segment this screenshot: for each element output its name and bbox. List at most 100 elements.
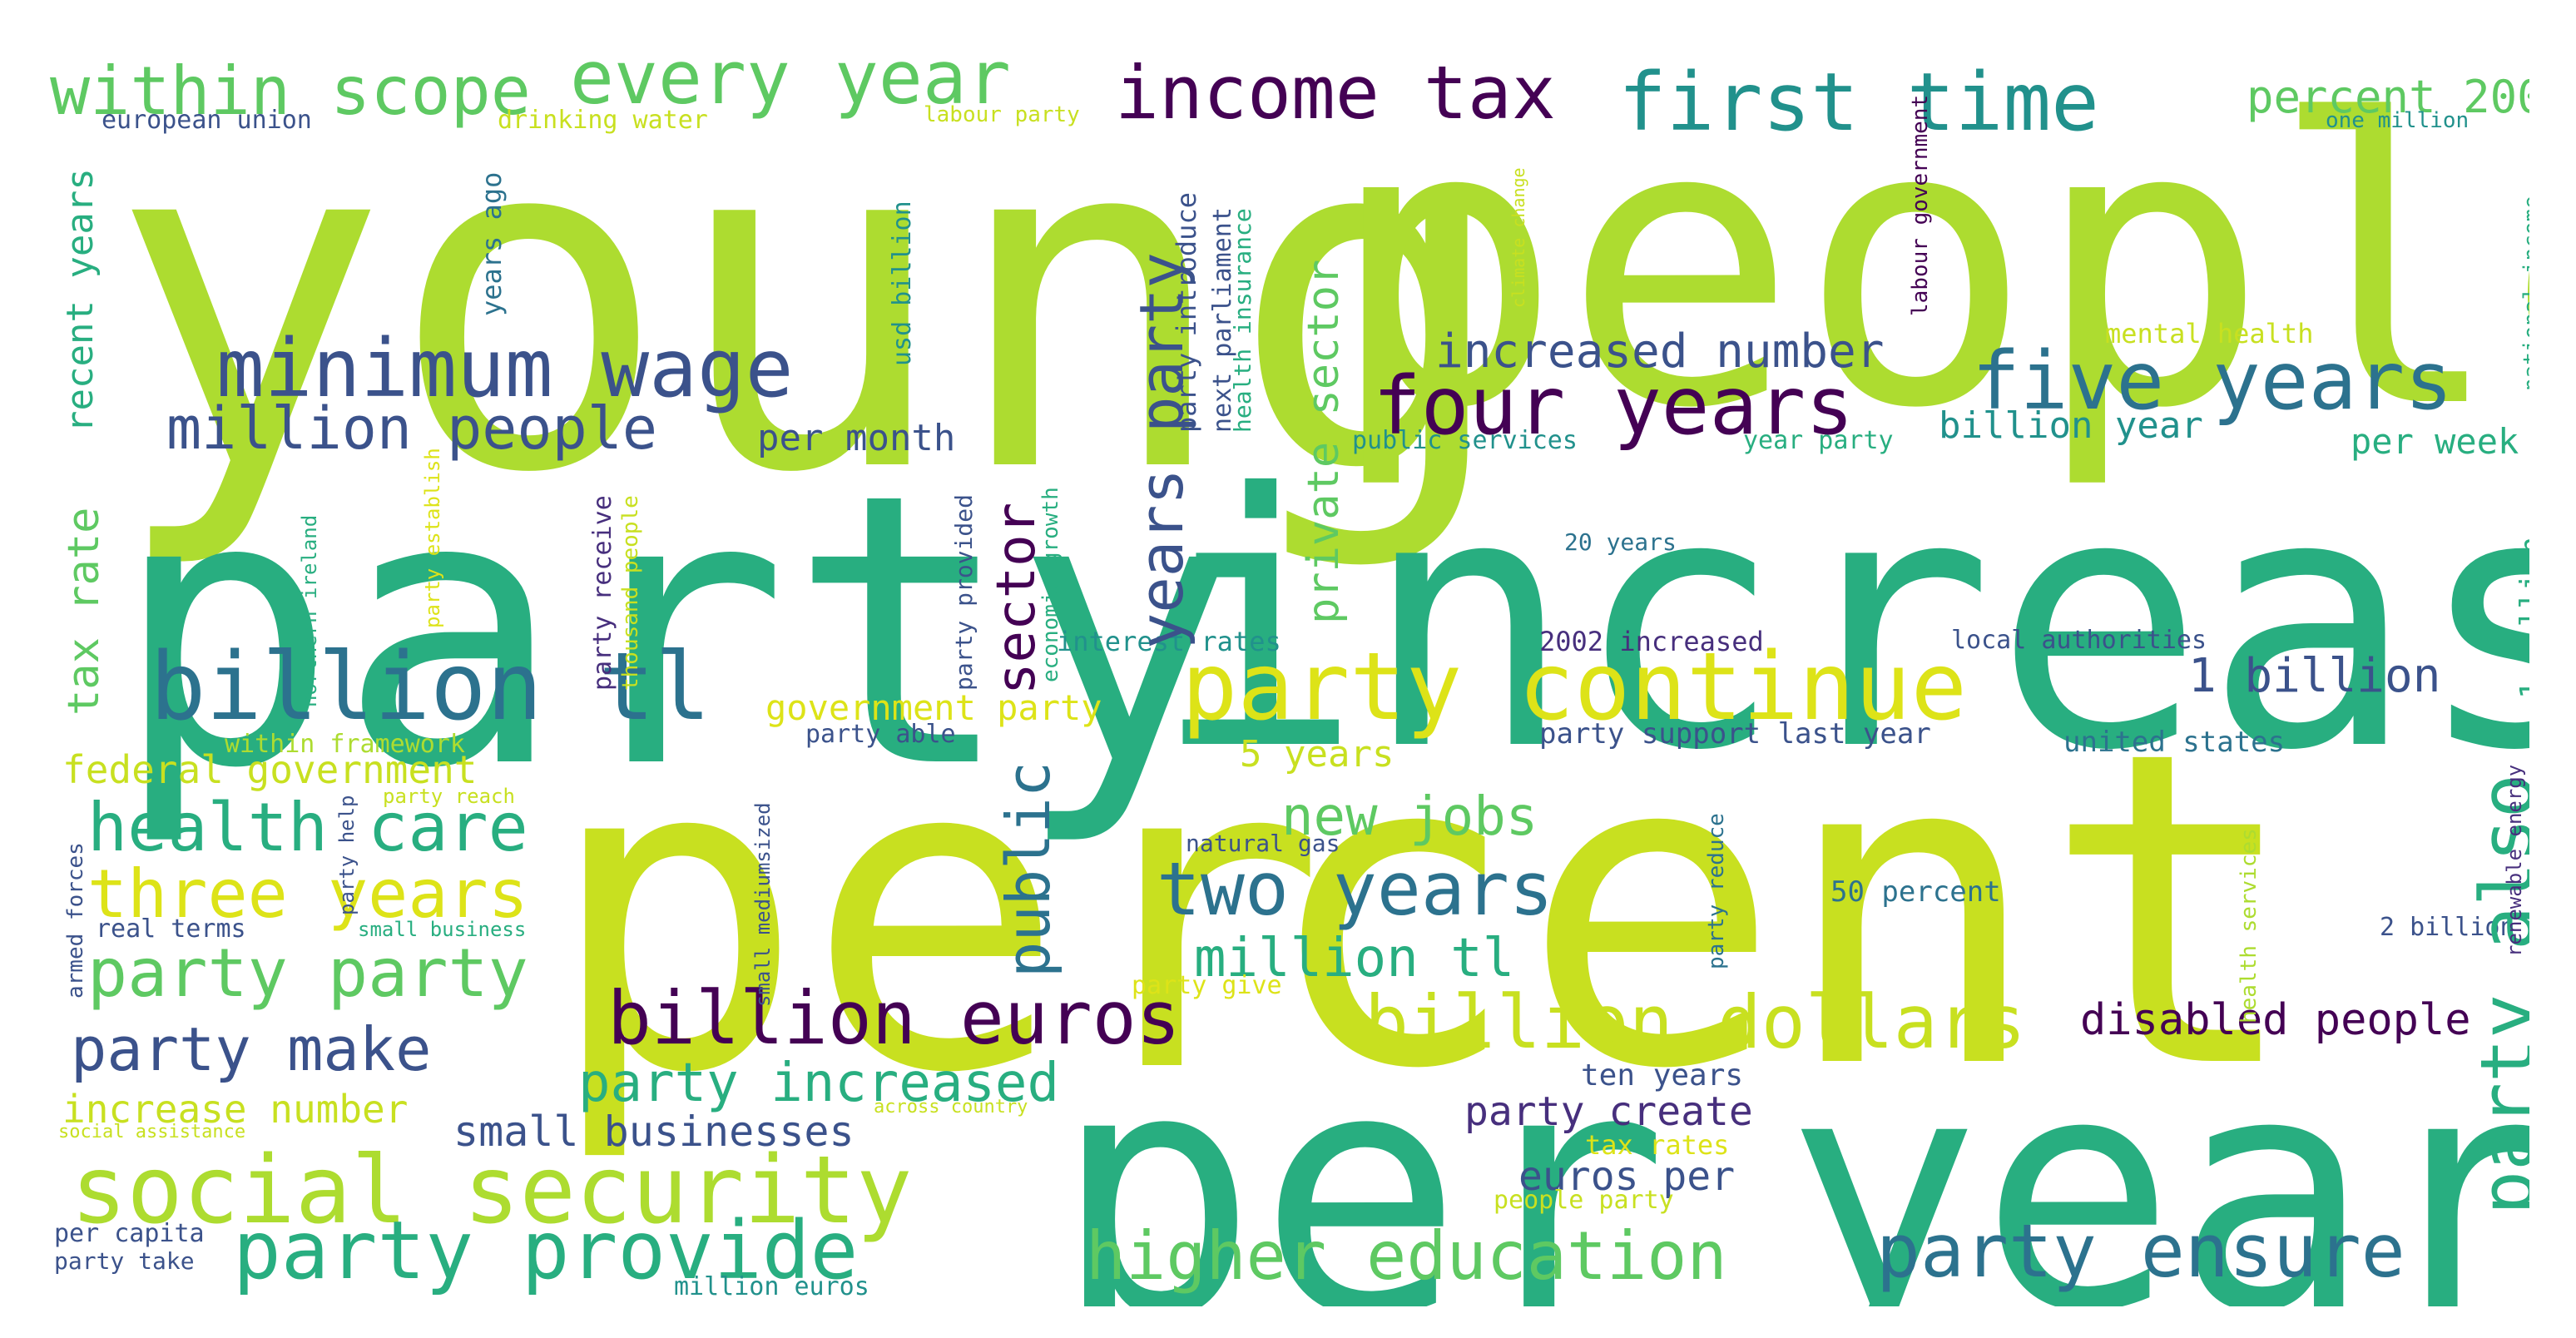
word-party-help: party help [335,795,359,916]
word-billion-euros: billion euros [607,975,1181,1061]
word-5-years: 5 years [1240,733,1395,776]
word-cloud: youngpeoplepartyincreasepercentperyearwi… [50,42,2529,1306]
word-three-years: three years [87,855,528,933]
word-party-give: party give [1132,971,1282,1000]
word-billion-year: billion year [1939,404,2203,447]
word-small-mediumsized: small mediumsized [751,802,775,1007]
word-million-tl: million tl [1194,928,1515,989]
word-labour-government: labour government [1908,94,1933,316]
word-mental-health: mental health [2105,318,2314,349]
word-2-billion: 2 billion [2380,913,2515,942]
word-recent-years: recent years [59,168,102,433]
word-party-provided: party provided [950,493,978,691]
word-party: party [112,414,1240,850]
word-billion-tl: billion tl [150,633,711,741]
word-increase-number: increase number [62,1087,409,1132]
word-years-ago: years ago [476,171,508,316]
word-cent: cent [1261,659,2303,1163]
word-50-percent: 50 percent [1830,875,2001,909]
word-1-million: 1 million [2514,536,2529,699]
word-year: year [1785,1005,2529,1306]
word-public: public [993,761,1063,978]
word-sector: sector [986,502,1048,695]
word-climate-change: climate change [1508,167,1528,308]
word-every-year: every year [570,42,1011,121]
word-new-jobs: new jobs [1281,786,1538,848]
word-party-continue: party continue [1181,633,1968,741]
word-people-party: people party [1494,1186,1674,1215]
word-per: per [545,663,1327,1167]
word-per-capita: per capita [54,1219,205,1248]
word-united-states: united states [2063,726,2286,759]
word-thousand-people: thousand people [618,495,643,691]
word-across-country: across country [874,1097,1028,1117]
word-northern-ireland: northern ireland [298,514,321,707]
word-public-services: public services [1352,426,1578,455]
word-party-support-last-year: party support last year [1539,717,1931,751]
word-government-party: government party [765,687,1102,728]
word-2002-increased: 2002 increased [1539,626,1764,657]
word-armed-forces: armed forces [63,842,88,999]
word-federal-government: federal government [62,747,478,792]
word-drinking-water: drinking water [498,106,708,135]
word-percent-2002: percent 2002 [2247,71,2529,123]
word-million-euros: million euros [674,1272,869,1301]
word-private-sector: private sector [1299,259,1349,624]
word-real-terms: real terms [96,914,246,944]
word-renewable-energy: renewable energy [2503,764,2526,957]
word-party-introduce: party introduce [1171,192,1202,433]
word-labour-party: labour party [924,102,1080,127]
word-economic-growth: economic growth [1038,487,1063,682]
word-natural-gas: natural gas [1186,830,1340,857]
word-health-services: health services [2237,828,2261,1023]
word-party-ensure: party ensure [1876,1208,2405,1294]
word-one-million: one million [2326,108,2469,133]
word-tax-rate: tax rate [59,507,109,716]
word-party-create: party create [1464,1088,1753,1135]
word-increased-number: increased number [1435,325,1885,379]
word-per-month: per month [757,417,956,459]
word-party-establish: party establish [421,448,444,628]
word-within-framework: within framework [225,730,465,759]
word-income-tax: income tax [1115,50,1556,136]
word-party-take: party take [54,1247,195,1275]
word-higher-education: higher education [1086,1217,1727,1295]
word-disabled-people: disabled people [2080,995,2471,1045]
word-small-businesses: small businesses [453,1108,855,1156]
word-year-party: year party [1743,426,1894,455]
word-per: per [1053,995,1669,1306]
word-billion-dollars: billion dollars [1365,979,2026,1065]
word-european-union: european union [102,106,312,135]
word-increase: increase [1152,420,2529,827]
word-local-authorities: local authorities [1951,626,2207,655]
word-four-years: four years [1373,359,1854,453]
word-five-years: five years [1972,334,2453,428]
word-party-receive: party receive [588,495,617,691]
word-party-make: party make [71,1014,432,1084]
word-within-scope: within scope [50,52,531,130]
word-party-reach: party reach [383,785,515,808]
word-first-time: first time [1618,56,2099,149]
word-per-week: per week [2351,421,2519,462]
word-euros-per: euros per [1518,1153,1736,1200]
word-two-years: two years [1157,846,1553,932]
word-health-care: health care [87,789,528,866]
word-people: people [1327,42,2529,493]
word-social-assistance: social assistance [58,1122,246,1142]
word-party-party: party party [87,934,528,1012]
word-party-able: party able [805,720,956,749]
word-health-insurance: health insurance [1229,208,1256,433]
word-1-billion: 1 billion [2188,649,2441,703]
word-party-reduce: party reduce [1704,813,1729,969]
word-party-increased: party increased [578,1053,1059,1114]
word-social-security: social security [71,1137,913,1245]
word-interest-rates: interest rates [1057,626,1281,657]
word-tax-rates: tax rates [1585,1129,1730,1161]
word-usd-billion: usd billion [888,201,917,366]
word-ten-years: ten years [1581,1058,1744,1093]
word-million-people: million people [166,394,658,463]
word-young: young [108,42,1511,575]
word-20-years: 20 years [1564,528,1677,556]
word-national-income: national income [2519,196,2529,391]
word-minimum-wage: minimum wage [216,322,794,415]
